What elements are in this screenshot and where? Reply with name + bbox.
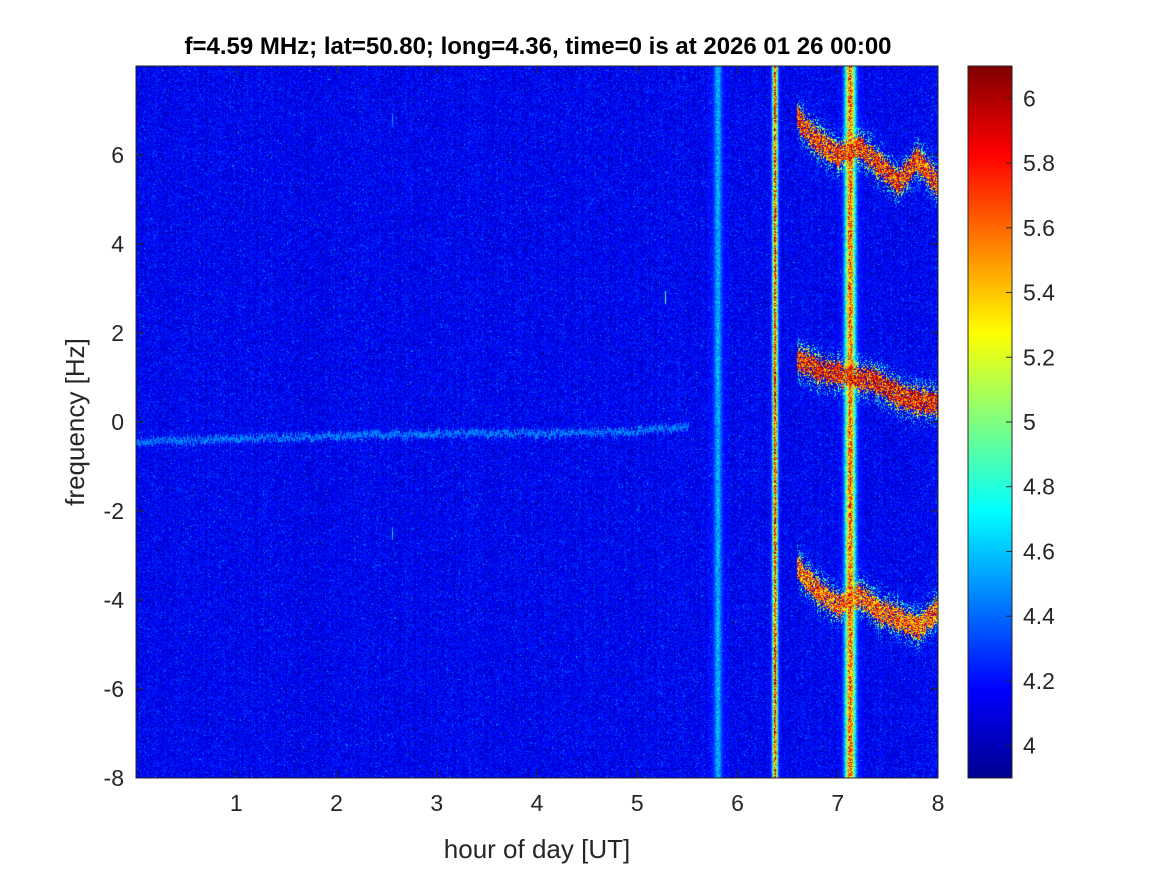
heatmap-area [136,66,938,778]
y-axis: -8 -6 -4 -2 0 2 4 6 [104,142,938,791]
colorbar [967,65,1013,779]
x-tick-label: 2 [330,790,343,816]
x-tick-label: 8 [932,790,945,816]
heatmap-canvas [136,66,938,778]
x-tick-label: 5 [631,790,644,816]
chart-title: f=4.59 MHz; lat=50.80; long=4.36, time=0… [184,33,891,60]
x-axis: 1 2 3 4 5 6 7 8 [230,66,945,816]
colorbar-tick-label: 5.4 [1023,280,1055,306]
y-tick-label: -2 [104,498,124,524]
y-tick-label: 4 [111,231,124,257]
x-tick-label: 1 [230,790,243,816]
x-tick-label: 7 [831,790,844,816]
colorbar-tick-label: 4.2 [1023,668,1055,694]
x-tick-label: 6 [731,790,744,816]
y-tick-label: -8 [104,765,124,791]
colorbar-tick-label: 4.8 [1023,474,1055,500]
colorbar-ticks: 4 4.2 4.4 4.6 4.8 5 5.2 5.4 5.6 5.8 6 [1006,85,1055,759]
y-tick-label: -4 [104,587,125,613]
y-tick-label: 6 [111,142,124,168]
x-axis-label: hour of day [UT] [444,834,630,864]
colorbar-tick-label: 4.6 [1023,538,1055,564]
y-tick-label: 0 [111,409,124,435]
colorbar-tick-label: 5.8 [1023,150,1055,176]
y-axis-label: frequency [Hz] [60,338,90,506]
x-tick-label: 4 [531,790,544,816]
colorbar-tick-label: 5.2 [1023,344,1055,370]
colorbar-tick-label: 4 [1023,733,1036,759]
y-tick-label: -6 [104,676,124,702]
colorbar-tick-label: 5.6 [1023,215,1055,241]
colorbar-tick-label: 6 [1023,85,1036,111]
colorbar-tick-label: 4.4 [1023,603,1055,629]
x-tick-label: 3 [430,790,443,816]
colorbar-tick-label: 5 [1023,409,1036,435]
y-tick-label: 2 [111,320,124,346]
